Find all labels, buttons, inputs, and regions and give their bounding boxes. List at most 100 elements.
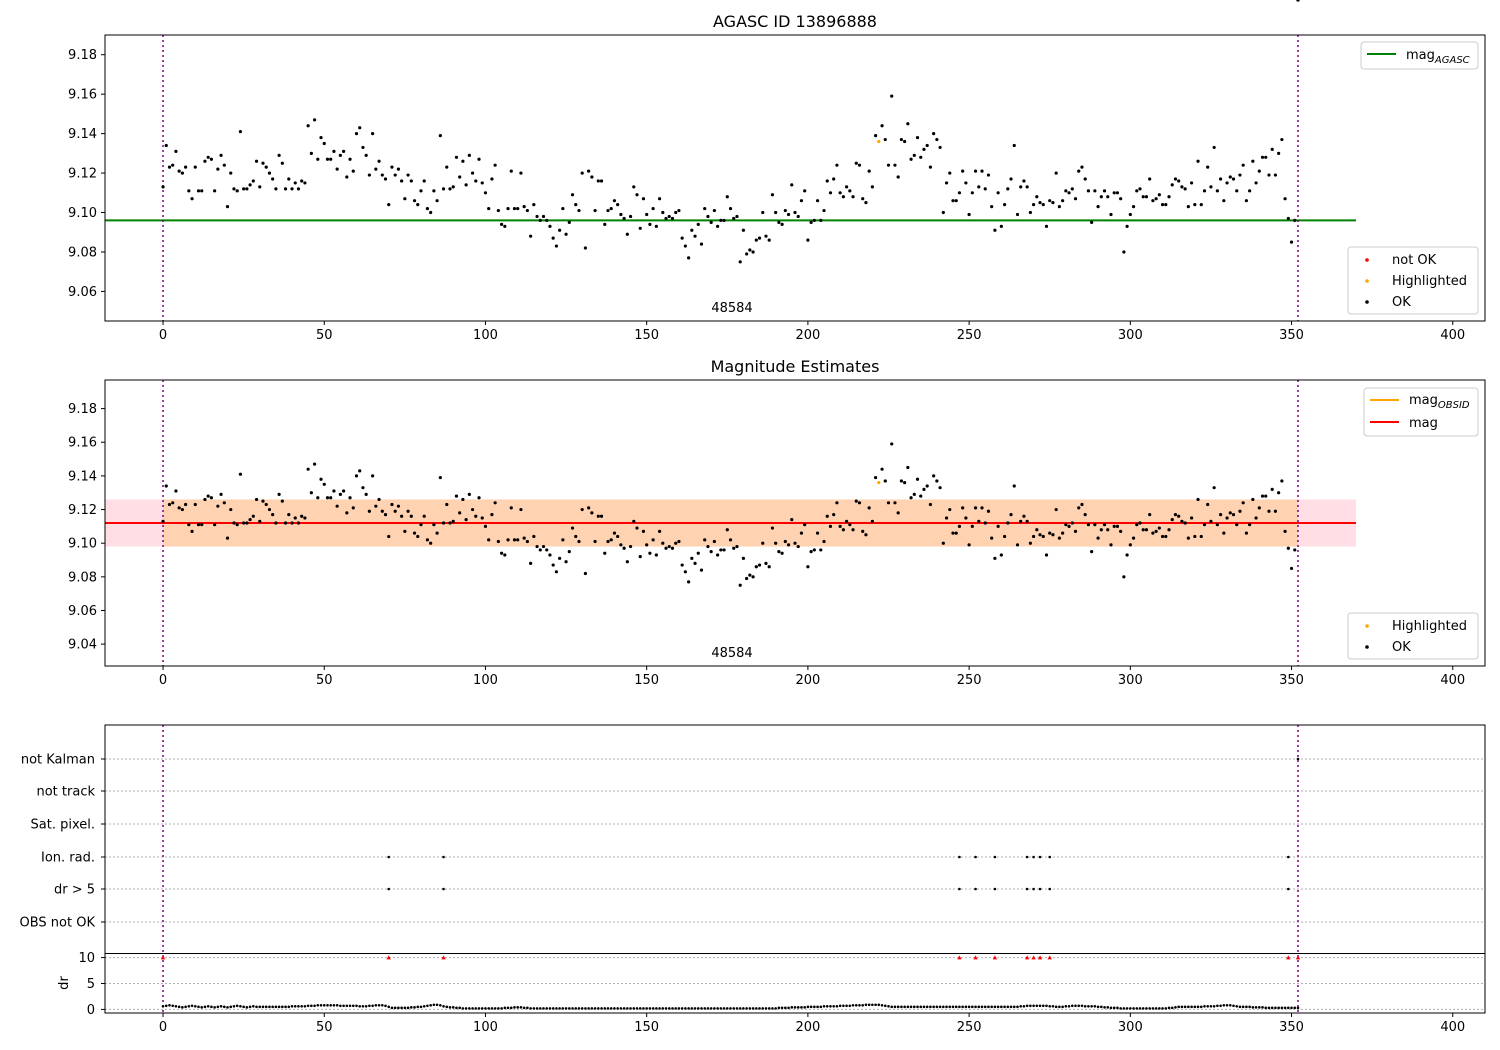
agasc-point — [1186, 205, 1190, 209]
dr-point — [448, 1006, 452, 1009]
agasc-point — [219, 153, 223, 157]
agasc-point — [429, 210, 433, 215]
magnitude-point — [622, 546, 626, 550]
dr-point — [758, 1007, 761, 1010]
agasc-point — [248, 183, 252, 187]
dr-point — [1235, 1005, 1239, 1008]
dr-point — [197, 1005, 200, 1009]
flag-point — [1038, 887, 1042, 891]
magnitude-points — [161, 0, 1300, 587]
agasc-point — [396, 167, 401, 171]
dr-point — [219, 1005, 223, 1008]
magnitude-point — [896, 511, 900, 515]
agasc-point — [1080, 165, 1084, 169]
magnitude-point — [522, 536, 526, 540]
magnitude-point — [912, 492, 916, 496]
magnitude-point — [822, 539, 826, 544]
agasc-legend-ok-label: OK — [1392, 295, 1411, 310]
agasc-point — [619, 212, 623, 217]
agasc-point — [358, 126, 362, 130]
magnitude-point — [1025, 519, 1029, 523]
magnitude-point — [1296, 0, 1300, 2]
magnitude-point — [732, 546, 736, 550]
agasc-point — [967, 212, 971, 217]
dr-point — [1203, 1005, 1206, 1008]
agasc-point — [1035, 195, 1039, 199]
dr-point — [764, 1007, 768, 1010]
dr-point — [777, 1006, 781, 1010]
agasc-point — [264, 165, 268, 169]
magnitude-point — [606, 539, 610, 544]
dr-point — [1154, 1007, 1158, 1010]
dr-point — [190, 1004, 194, 1008]
agasc-point — [496, 208, 500, 213]
agasc-point — [1238, 173, 1242, 177]
magnitude-point — [203, 497, 207, 502]
magnitude-point — [1160, 534, 1165, 539]
agasc-point — [1189, 181, 1194, 185]
agasc-point — [748, 248, 752, 252]
magnitude-point — [983, 521, 987, 525]
agasc-point — [770, 193, 775, 197]
magnitude-point — [683, 570, 687, 574]
magnitude-point — [529, 561, 533, 565]
agasc-point — [725, 195, 729, 199]
agasc-point — [670, 216, 675, 221]
agasc-point — [303, 181, 307, 185]
dr-point — [845, 1004, 848, 1008]
magnitude-point — [1148, 512, 1152, 517]
dr-point — [1064, 1005, 1068, 1008]
magnitude-point — [880, 467, 884, 471]
dr-point — [687, 1007, 690, 1010]
magnitude-point — [1215, 523, 1219, 527]
magnitude-point — [1073, 529, 1078, 534]
dr-point — [310, 1004, 313, 1008]
agasc-point — [203, 159, 207, 163]
magnitude-point — [167, 502, 172, 507]
dr-point — [571, 1007, 574, 1010]
magnitude-point — [300, 514, 304, 518]
agasc-point — [548, 224, 552, 228]
dr-point — [1093, 1005, 1097, 1008]
dr-point — [242, 1005, 245, 1009]
agasc-point — [1138, 187, 1142, 191]
dr-point — [203, 1005, 207, 1009]
dr-point — [900, 1005, 903, 1009]
flag-point — [993, 855, 997, 859]
magnitude-point — [419, 523, 423, 527]
agasc-point — [1248, 189, 1252, 193]
magnitude-point — [825, 514, 829, 518]
magnitude-point — [973, 506, 978, 510]
magnitude-point — [400, 514, 404, 518]
agasc-point — [712, 208, 716, 213]
dr-point — [281, 1005, 284, 1009]
flag-point — [974, 855, 977, 859]
agasc-point — [1077, 169, 1081, 173]
dr-point — [1051, 1005, 1055, 1008]
agasc-point — [551, 236, 555, 240]
agasc-point — [867, 169, 871, 173]
dr-point — [806, 1005, 810, 1009]
agasc-point — [699, 242, 704, 246]
magnitude-point — [1106, 528, 1110, 532]
dr-point — [274, 1005, 278, 1009]
agasc-point — [161, 185, 165, 189]
agasc-point — [503, 224, 507, 228]
agasc-point — [722, 218, 726, 223]
magnitude-point — [190, 529, 194, 534]
magnitude-point — [548, 553, 552, 557]
agasc-point — [242, 187, 246, 191]
dr-point — [326, 1003, 329, 1007]
agasc-point — [973, 169, 978, 173]
agasc-point — [848, 189, 852, 193]
dr-point — [738, 1007, 742, 1010]
dr-point — [500, 1007, 503, 1010]
magnitude-plot-frame — [104, 379, 1486, 667]
dr-point — [932, 1005, 935, 1009]
magnitude-point — [1044, 553, 1049, 557]
agasc-point — [1157, 193, 1161, 197]
agasc-point — [483, 191, 488, 195]
magnitude-y-tick-label: 9.16 — [68, 436, 97, 451]
agasc-point — [1106, 195, 1110, 199]
agasc-point — [1235, 189, 1239, 193]
